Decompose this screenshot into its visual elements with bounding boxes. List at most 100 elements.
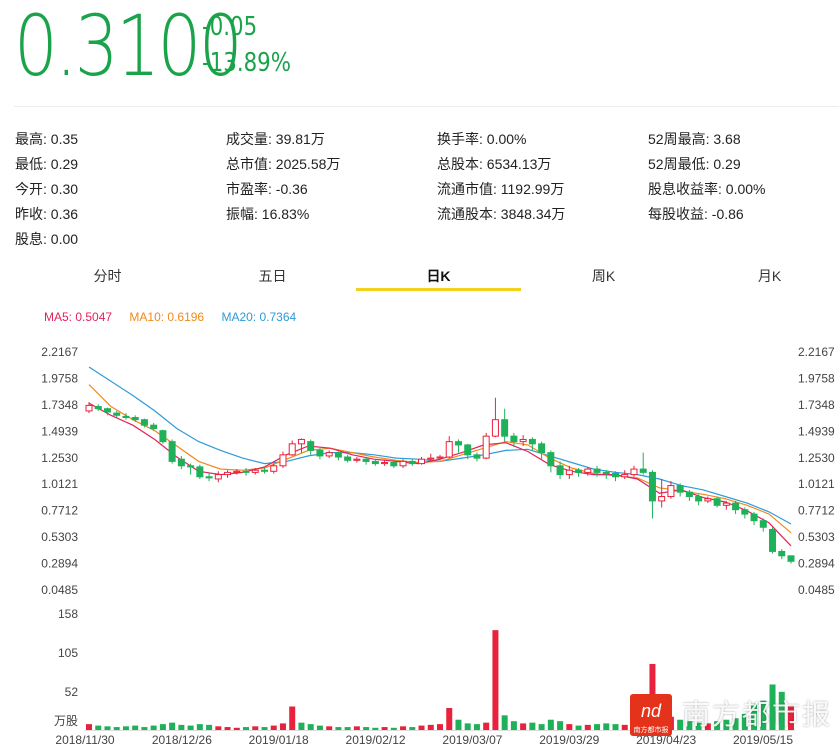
candle-body — [94, 406, 102, 410]
volume-bar — [233, 727, 240, 730]
candle-body — [408, 460, 416, 465]
price-tick-left: 0.0485 — [41, 583, 78, 597]
candle-body — [732, 502, 740, 511]
candle-body — [196, 466, 204, 478]
price-tick-left: 1.7348 — [41, 398, 78, 412]
volume-bar — [732, 718, 739, 730]
stat-52w-high: 52周最高: 3.68 — [648, 131, 741, 147]
volume-bar — [335, 727, 342, 730]
candle-body — [464, 444, 472, 456]
volume-bar — [400, 726, 407, 730]
candle-body — [584, 468, 592, 473]
price-tick-right: 1.4939 — [798, 424, 835, 438]
header-divider — [14, 106, 839, 107]
volume-bar — [418, 725, 425, 730]
candle-body — [205, 476, 213, 479]
candle-body — [85, 404, 93, 412]
volume-bar — [695, 722, 702, 730]
volume-bar — [363, 727, 370, 730]
kline-chart[interactable]: MA5: 0.5047 MA10: 0.6196 MA20: 0.7364 2.… — [0, 300, 839, 749]
candle-body — [390, 462, 398, 467]
volume-bar — [224, 727, 231, 730]
volume-bar — [788, 705, 794, 730]
volume-bar — [159, 724, 166, 730]
volume-bar — [178, 724, 185, 730]
candle-body — [103, 408, 111, 413]
volume-bar — [455, 719, 462, 730]
volume-bar — [132, 725, 139, 730]
candle-body — [556, 465, 564, 476]
stat-total-shares: 总股本: 6534.13万 — [437, 156, 552, 172]
price-tick-right: 1.0121 — [798, 477, 835, 491]
volume-bar — [289, 706, 296, 730]
volume-bar — [446, 707, 453, 730]
volume-bar — [778, 691, 785, 730]
candle-body — [131, 416, 139, 421]
stat-market-cap: 总市值: 2025.58万 — [226, 156, 341, 172]
tab-monthly-k[interactable]: 月K — [757, 268, 782, 284]
stat-high: 最高: 0.35 — [15, 131, 79, 147]
candle-body — [381, 462, 389, 465]
volume-bar — [704, 723, 711, 730]
volume-bar — [372, 727, 379, 730]
candle-body — [177, 458, 185, 467]
kline-svg[interactable]: 2.2167 2.2167 1.9758 1.9758 1.7348 1.7348 1.49… — [0, 300, 839, 749]
date-tick: 2019/04/23 — [636, 733, 696, 747]
date-tick: 2019/03/07 — [442, 733, 502, 747]
price-tick-left: 1.0121 — [41, 477, 78, 491]
volume-bar — [529, 722, 536, 730]
chart-period-tabs: 分时 五日 日K 周K 月K — [22, 262, 839, 292]
volume-bar — [547, 719, 554, 730]
candle-body — [704, 498, 712, 502]
candle-body — [445, 441, 453, 458]
stat-prev-close: 昨收: 0.36 — [15, 206, 79, 222]
volume-bar — [243, 727, 250, 730]
candle-body — [224, 471, 232, 476]
candle-body — [454, 441, 462, 446]
candle-body — [140, 419, 148, 426]
volume-bar — [677, 719, 684, 730]
tab-daily-k[interactable]: 日K — [356, 262, 521, 291]
price-tick-right: 0.2894 — [798, 557, 835, 571]
volume-bar — [437, 724, 443, 730]
ma-line-ma20 — [88, 366, 792, 525]
candle-body — [399, 460, 407, 467]
tab-weekly-k[interactable]: 周K — [591, 268, 616, 284]
price-tick-right: 1.9758 — [798, 371, 835, 385]
date-tick: 2019/03/29 — [539, 733, 599, 747]
price-change-percent: -13.89% — [202, 48, 291, 78]
volume-bar — [187, 725, 194, 730]
candle-body — [473, 454, 481, 459]
volume-bar — [104, 726, 111, 730]
price-tick-right: 0.0485 — [798, 583, 835, 597]
stat-dividend: 股息: 0.00 — [15, 231, 79, 247]
volume-bar — [510, 721, 517, 730]
volume-bar — [261, 727, 268, 730]
volume-bar — [621, 724, 628, 730]
candle-body — [279, 454, 287, 467]
price-tick-left: 1.9758 — [41, 371, 78, 385]
candle-body — [510, 435, 518, 443]
volume-bar — [326, 726, 333, 730]
candle-body — [676, 485, 684, 493]
candle-body — [297, 438, 305, 445]
tab-intraday[interactable]: 分时 — [93, 268, 122, 284]
candle-body — [150, 424, 158, 429]
volume-bar — [501, 715, 508, 730]
stat-dividend-yield: 股息收益率: 0.00% — [648, 181, 766, 197]
volume-bar — [427, 724, 434, 730]
stat-amplitude: 振幅: 16.83% — [226, 206, 310, 222]
candle-body — [353, 458, 361, 461]
volume-bar — [473, 724, 480, 730]
price-tick-left: 0.2894 — [41, 557, 78, 571]
date-tick: 2019/02/12 — [346, 733, 406, 747]
tab-five-day[interactable]: 五日 — [258, 268, 287, 284]
volume-bar — [769, 684, 776, 730]
price-tick-left: 0.5303 — [41, 530, 78, 544]
candle-body — [316, 449, 324, 457]
volume-bar — [113, 727, 120, 730]
volume-bar — [215, 726, 222, 730]
volume-bar — [751, 703, 758, 730]
volume-bar — [483, 722, 490, 730]
candle-body — [491, 419, 499, 437]
